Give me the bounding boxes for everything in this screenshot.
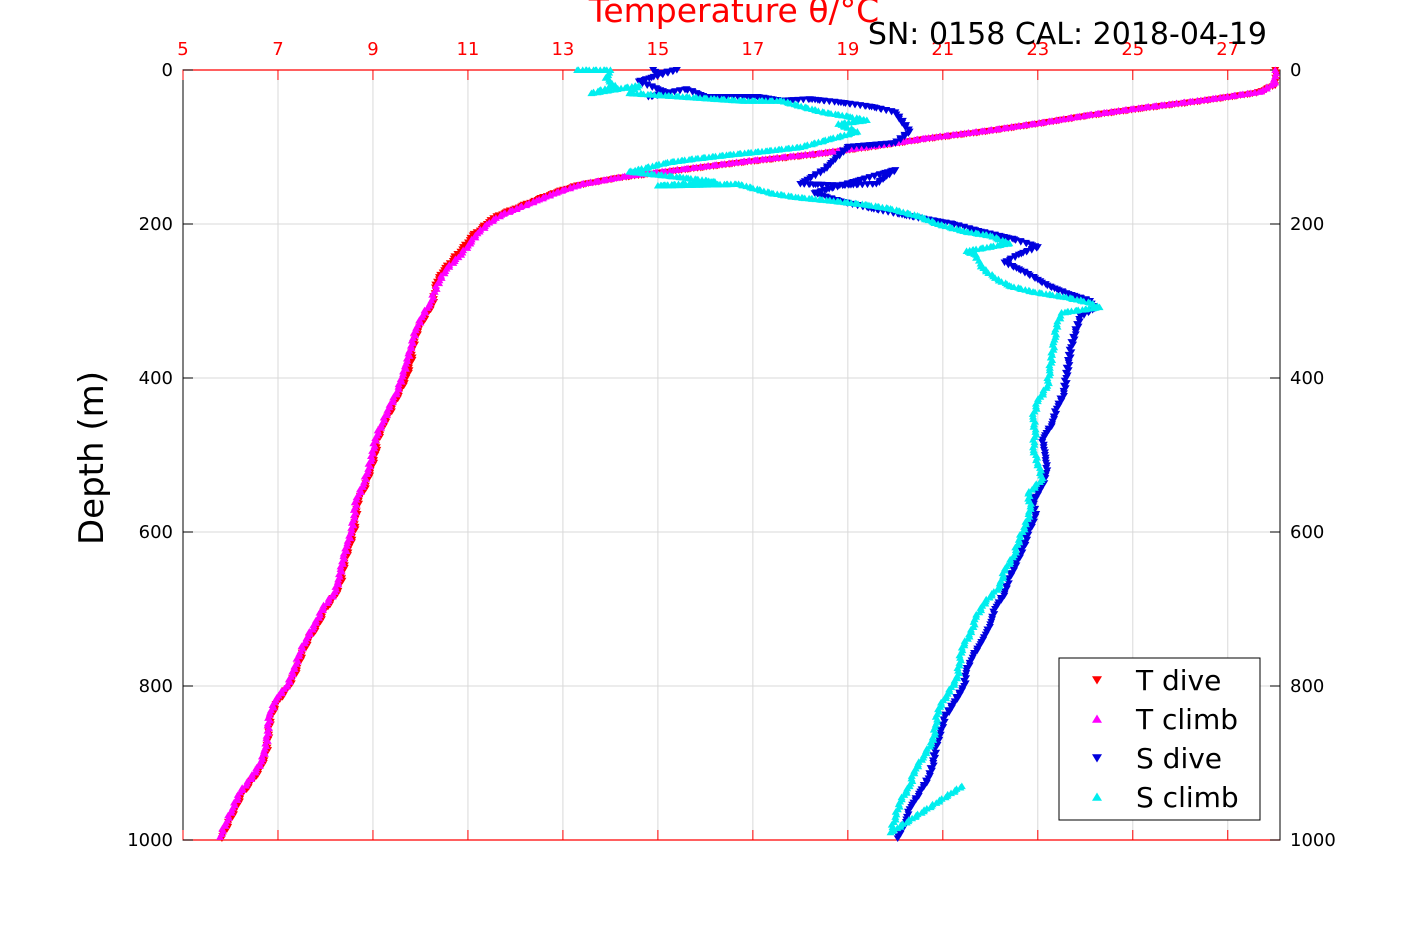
data-point	[895, 115, 904, 123]
data-point	[428, 291, 437, 298]
data-point	[1000, 592, 1009, 600]
data-point	[955, 691, 964, 699]
data-point	[843, 145, 852, 153]
data-point	[412, 324, 421, 331]
data-point	[1020, 523, 1029, 530]
x-tick-label: 13	[551, 39, 574, 60]
x-tick-label: 7	[272, 39, 283, 60]
series-s-dive	[634, 67, 1099, 843]
data-point	[826, 161, 835, 169]
legend-marker	[1092, 676, 1102, 685]
data-point	[835, 152, 844, 160]
x-tick-label: 19	[836, 39, 859, 60]
chart-subtitle: SN: 0158 CAL: 2018-04-19	[868, 17, 1267, 52]
data-point	[945, 709, 954, 716]
y-tick-label-left: 800	[139, 676, 173, 697]
data-point	[1012, 562, 1021, 569]
data-point	[1030, 420, 1039, 428]
data-point	[522, 201, 531, 209]
data-points	[216, 66, 1281, 843]
y-axis-label: Depth (m)	[72, 371, 112, 545]
x-tick-label: 17	[741, 39, 764, 60]
data-point	[1018, 549, 1027, 557]
data-point	[947, 705, 956, 712]
data-point	[495, 212, 504, 220]
x-tick-label: 5	[177, 39, 188, 60]
data-point	[343, 539, 352, 547]
data-point	[1045, 366, 1054, 374]
y-tick-label-right: 800	[1290, 676, 1324, 697]
data-point	[1043, 374, 1052, 381]
legend: T dive T climb S dive S climb	[1058, 657, 1261, 821]
data-point	[449, 259, 458, 266]
data-point	[893, 835, 902, 843]
x-tick-label: 23	[1026, 39, 1049, 60]
data-point	[241, 782, 250, 789]
data-point	[898, 120, 907, 127]
y-tick-label-left: 200	[139, 214, 173, 235]
legend-entry-label: S dive	[1136, 742, 1222, 775]
data-point	[1053, 317, 1062, 325]
series-s-climb	[573, 66, 1104, 836]
legend-box	[1058, 657, 1261, 821]
x-tick-label: 9	[367, 39, 378, 60]
data-point	[957, 782, 966, 790]
legend-marker	[1092, 792, 1102, 801]
data-point	[379, 413, 388, 421]
data-point	[505, 208, 514, 215]
y-tick-label-right: 1000	[1290, 830, 1336, 851]
x-tick-label: 25	[1121, 39, 1144, 60]
legend-entry-label: T dive	[1135, 664, 1221, 697]
data-point	[1045, 361, 1054, 369]
y-tick-label-right: 600	[1290, 522, 1324, 543]
data-point	[373, 426, 382, 434]
data-point	[463, 244, 472, 251]
axis-ticks: 5 7 9 11 13 15 17 19 21 23 25 27 0 0 200 200 400 400 600 60…	[127, 39, 1336, 851]
x-tick-label: 21	[931, 39, 954, 60]
series-t-climb	[216, 66, 1281, 840]
legend-marker	[1092, 754, 1102, 763]
data-point	[799, 96, 808, 104]
data-point	[901, 124, 910, 131]
y-tick-label-right: 200	[1290, 214, 1324, 235]
data-point	[480, 224, 489, 231]
data-point	[247, 775, 256, 783]
data-point	[406, 342, 415, 349]
chart-title: Temperature θ/°C	[588, 0, 879, 30]
data-point	[671, 88, 680, 95]
data-point	[839, 149, 848, 156]
y-tick-label-left: 1000	[127, 830, 173, 851]
data-point	[1027, 523, 1036, 531]
data-point	[265, 709, 274, 716]
legend-marker	[1092, 714, 1102, 723]
x-tick-label: 27	[1216, 39, 1239, 60]
y-tick-label-left: 600	[139, 522, 173, 543]
data-point	[328, 592, 337, 600]
data-point	[435, 276, 444, 284]
x-tick-label: 11	[456, 39, 479, 60]
data-point	[676, 87, 685, 94]
y-tick-label-right: 400	[1290, 368, 1324, 389]
data-point	[216, 833, 225, 840]
data-point	[431, 282, 440, 289]
legend-entry-label: T climb	[1135, 703, 1238, 736]
y-tick-label-right: 0	[1290, 60, 1301, 81]
legend-entry-label: S climb	[1136, 781, 1239, 814]
data-point	[1034, 491, 1043, 499]
y-tick-label-left: 400	[139, 368, 173, 389]
x-tick-label: 15	[646, 39, 669, 60]
y-tick-label-left: 0	[162, 60, 173, 81]
